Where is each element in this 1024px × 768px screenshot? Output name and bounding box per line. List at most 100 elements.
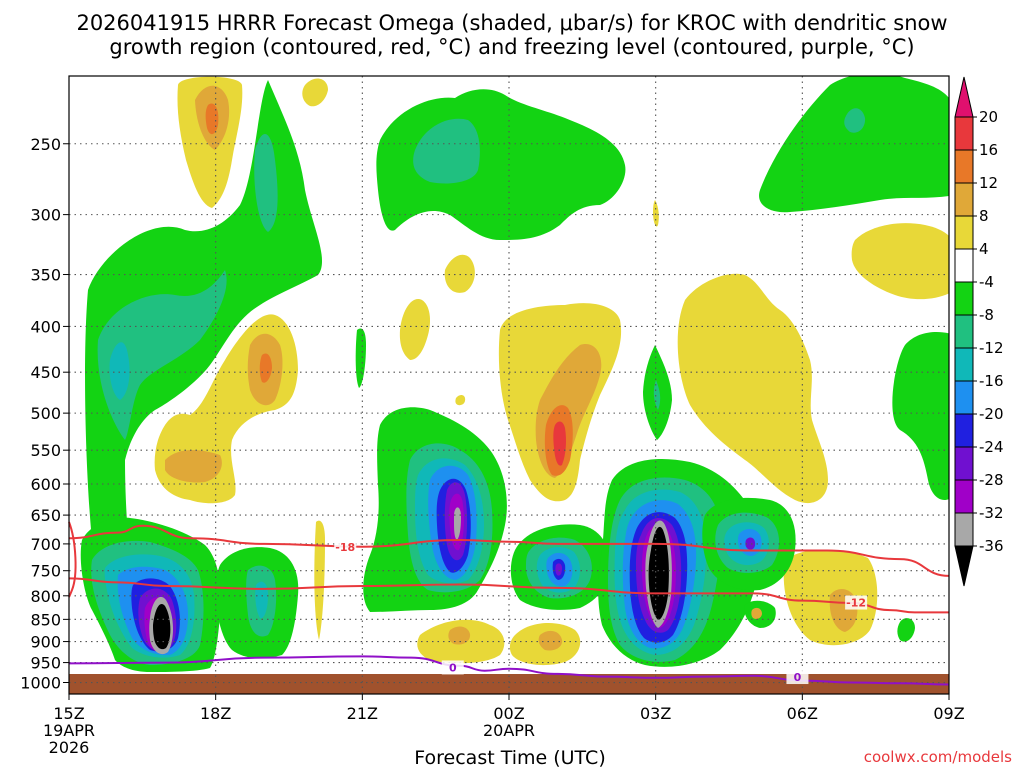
y-tick-label: 700	[30, 535, 61, 554]
omega-region-right-green	[892, 332, 949, 500]
omega-region-right-yellow-upper	[851, 223, 949, 300]
x-tick-label: 15Z	[53, 704, 84, 723]
colorbar-segment	[954, 215, 974, 250]
y-tick-label: 400	[30, 317, 61, 336]
colorbar-label: -20	[979, 405, 1004, 423]
colorbar-segment	[954, 116, 974, 151]
contour-label: -12	[846, 597, 866, 610]
y-tick-label: 850	[30, 610, 61, 629]
omega-region-yellow-sliver	[653, 200, 659, 227]
colorbar-label: 16	[979, 141, 998, 159]
ground-surface-band	[69, 674, 949, 694]
omega-region-low-amber-a	[448, 626, 471, 645]
x-tick-year: 2026	[49, 738, 90, 757]
colorbar-label: -8	[979, 306, 994, 324]
contour-label: -18	[335, 541, 355, 554]
colorbar-segment	[954, 446, 974, 481]
colorbar-segment	[954, 512, 974, 547]
y-tick-label: 300	[30, 206, 61, 225]
contour-line-dgz-minus18	[68, 524, 950, 577]
x-tick-label: 18Z	[200, 704, 231, 723]
x-tick-label: 09Z	[933, 704, 964, 723]
contour-label-bg	[441, 660, 464, 675]
omega-region-lower-right-amber-dot	[751, 607, 762, 619]
chart-title-line2: growth region (contoured, red, °C) and f…	[109, 35, 914, 59]
colorbar-label: -24	[979, 438, 1004, 456]
omega-region-center-red	[553, 421, 566, 466]
colorbar-label: 4	[979, 240, 989, 258]
y-tick-label: 450	[30, 363, 61, 382]
omega-region-core03z-black	[648, 526, 669, 620]
omega-region-mid-green-bar	[355, 328, 366, 388]
y-tick-label: 800	[30, 587, 61, 606]
contour-label: 0	[449, 661, 457, 674]
y-tick-label: 650	[30, 506, 61, 525]
x-tick-date: 20APR	[483, 721, 535, 740]
contour-label: 0	[794, 671, 802, 684]
colorbar-segment	[954, 413, 974, 448]
colorbar-segment	[954, 182, 974, 217]
omega-region-mid-column-gray	[454, 507, 461, 540]
omega-region-top-small-yellow	[302, 78, 328, 107]
omega-region-mid-lower-purple	[555, 563, 562, 576]
colorbar-segment	[954, 479, 974, 514]
omega-region-upper-right-teal	[844, 108, 866, 133]
y-tick-label: 900	[30, 633, 61, 652]
contour-label-bg	[334, 540, 357, 555]
x-tick-label: 00Z	[493, 704, 524, 723]
colorbar-label: -28	[979, 471, 1004, 489]
credit-link[interactable]: coolwx.com/models	[864, 748, 1012, 766]
contour-line-dgz-minus12	[68, 577, 950, 614]
omega-region-mid-spindle-teal	[653, 380, 661, 410]
omega-region-upper-right-green	[759, 76, 949, 213]
omega-region-low-amber-b	[538, 630, 563, 651]
y-tick-label: 1000	[20, 674, 61, 693]
y-tick-label: 250	[30, 135, 61, 154]
contour-line-freezing-level	[68, 655, 950, 686]
colorbar-label: -4	[979, 273, 994, 291]
y-tick-label: 950	[30, 654, 61, 673]
colorbar-label: -12	[979, 339, 1004, 357]
chart-title-line1: 2026041915 HRRR Forecast Omega (shaded, …	[76, 11, 947, 35]
colorbar-top-arrow	[954, 76, 974, 118]
colorbar-label: 12	[979, 174, 998, 192]
temperature-contours	[68, 521, 950, 686]
colorbar-segment	[954, 347, 974, 382]
contour-labels: -18 -12 0 0	[334, 540, 868, 685]
y-tick-label: 600	[30, 475, 61, 494]
x-axis-title: Forecast Time (UTC)	[414, 747, 605, 768]
plot-area: -18 -12 0 0	[68, 75, 950, 695]
colorbar: 20 16 12 8 4 -4 -8 -12 -16 -20 -24 -28 -32 -36	[954, 76, 1004, 587]
omega-region-upper-mid-teal	[413, 118, 480, 184]
y-tick-label: 500	[30, 404, 61, 423]
colorbar-label: -36	[979, 537, 1004, 555]
omega-region-upper-left-cyan	[109, 342, 130, 400]
colorbar-segment	[954, 314, 974, 349]
colorbar-label: 8	[979, 207, 989, 225]
colorbar-segment	[954, 281, 974, 316]
y-tick-label: 750	[30, 562, 61, 581]
omega-region-right-yellow-large	[677, 273, 828, 504]
colorbar-label: -32	[979, 504, 1004, 522]
y-axis-pressure: 250 300 350 400 450 500 550 600 650 700 750 800 850 9…	[20, 135, 69, 693]
contour-label-bg	[786, 670, 809, 685]
x-tick-label: 03Z	[640, 704, 671, 723]
contour-label-bg	[845, 595, 868, 610]
omega-region-yellow-blob-b	[444, 254, 475, 293]
colorbar-label: -16	[979, 372, 1004, 390]
colorbar-segment	[954, 149, 974, 184]
colorbar-bottom-arrow	[954, 545, 974, 587]
y-tick-label: 350	[30, 266, 61, 285]
omega-region-lower-second-cyan	[255, 581, 268, 619]
colorbar-segment	[954, 380, 974, 415]
omega-region-right-lower-purple	[745, 537, 756, 550]
omega-region-yellow-blob-a	[399, 299, 430, 360]
x-tick-label: 21Z	[347, 704, 378, 723]
omega-region-spike-teal	[254, 133, 278, 232]
colorbar-label: 20	[979, 108, 998, 126]
colorbar-segment	[954, 248, 974, 283]
omega-region-yellow-sliver-b	[314, 520, 325, 640]
omega-region-lower-left-core	[153, 604, 171, 650]
